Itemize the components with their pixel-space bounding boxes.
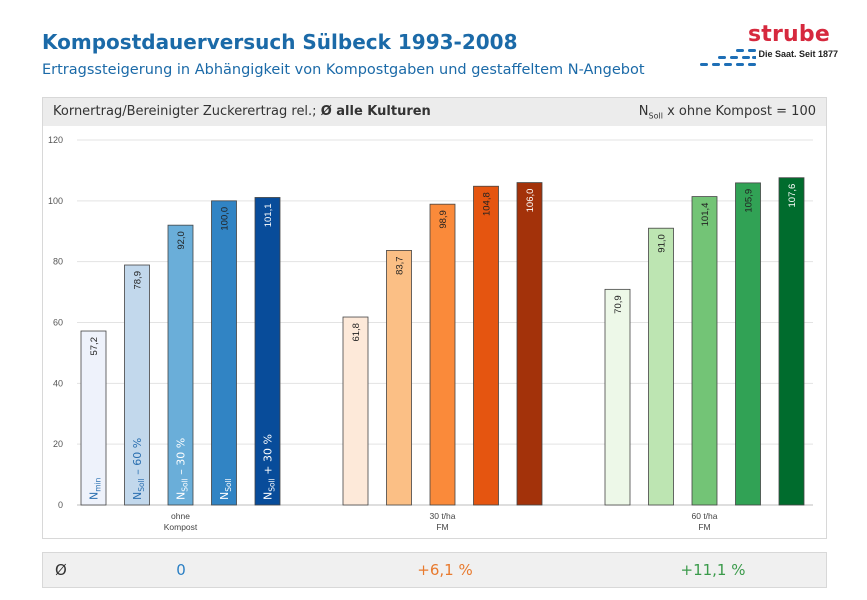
logo-dot <box>736 63 744 66</box>
n-level-main: N <box>218 492 231 500</box>
page-title: Kompostdauerversuch Sülbeck 1993-2008 <box>42 30 518 54</box>
group-label: Kompost <box>164 522 198 532</box>
bar <box>516 182 543 506</box>
chart-header: Kornertrag/Bereinigter Zuckerertrag rel.… <box>43 98 826 126</box>
bar <box>473 185 499 506</box>
y-tick-label: 100 <box>48 196 63 206</box>
logo-dot <box>700 63 708 66</box>
bar-value-label: 105,9 <box>744 189 755 213</box>
bar-value-label: 100,0 <box>220 207 231 231</box>
n-level-label: NSoll – 60 % <box>131 438 146 500</box>
bar <box>211 200 237 506</box>
bar-value-label: 104,8 <box>482 192 493 216</box>
strube-logo: strube Die Saat. Seit 1877 <box>696 22 846 72</box>
logo-dots-icon <box>700 49 756 66</box>
n-level-label: NSoll – 30 % <box>175 438 190 500</box>
n-level-sub: Soll <box>268 478 277 492</box>
n-level-rest: + 30 % <box>262 434 275 478</box>
bar-value-label: 101,1 <box>263 203 274 227</box>
page-subtitle: Ertragssteigerung in Abhängigkeit von Ko… <box>42 62 645 78</box>
bar-value-label: 57,2 <box>89 337 100 356</box>
y-tick-label: 60 <box>53 318 63 328</box>
bar <box>124 264 150 506</box>
logo-dot <box>748 49 756 52</box>
n-level-label: Nmin <box>88 477 103 500</box>
logo-dot <box>742 56 750 59</box>
summary-value-30t: +6,1 % <box>417 561 473 579</box>
bar-value-label: 83,7 <box>395 256 406 275</box>
nsoll-main: N <box>638 104 649 119</box>
bar <box>342 316 369 506</box>
group-label: FM <box>698 522 710 532</box>
bar <box>778 177 805 506</box>
y-tick-label: 40 <box>53 378 63 388</box>
n-level-sub: Soll <box>137 478 146 492</box>
bar <box>429 203 456 506</box>
logo-dot <box>730 56 738 59</box>
bar-value-label: 106,0 <box>525 189 536 213</box>
bar-value-label: 98,9 <box>438 210 449 229</box>
n-level-label: NSoll + 30 % <box>262 434 277 500</box>
bar <box>691 196 718 506</box>
bar <box>604 288 631 506</box>
bar-value-label: 61,8 <box>351 323 362 342</box>
n-level-main: N <box>131 492 144 500</box>
logo-dot <box>718 56 726 59</box>
chart-header-left: Kornertrag/Bereinigter Zuckerertrag rel.… <box>53 104 431 119</box>
bar <box>648 227 674 506</box>
y-tick-label: 120 <box>48 135 63 145</box>
n-level-rest: – 60 % <box>131 438 144 478</box>
n-level-label: NSoll <box>218 478 233 500</box>
bar-value-label: 70,9 <box>613 295 624 314</box>
bar-value-label: 101,4 <box>700 203 711 227</box>
bar <box>254 197 281 506</box>
bar <box>735 182 761 506</box>
n-level-sub: min <box>94 477 103 491</box>
y-tick-label: 80 <box>53 257 63 267</box>
chart-panel: Kornertrag/Bereinigter Zuckerertrag rel.… <box>42 97 827 539</box>
bar-value-label: 91,0 <box>657 234 668 253</box>
summary-value-ohne-kompost: 0 <box>176 561 186 579</box>
group-label: FM <box>436 522 448 532</box>
bar <box>80 330 107 506</box>
logo-dot <box>752 56 756 59</box>
n-level-main: N <box>262 492 275 500</box>
summary-value-60t: +11,1 % <box>680 561 746 579</box>
logo-tagline: Die Saat. Seit 1877 <box>758 49 838 59</box>
nsoll-rest: x ohne Kompost = 100 <box>662 104 816 119</box>
summary-average-symbol: Ø <box>55 561 67 579</box>
bar <box>167 224 194 506</box>
n-level-sub: Soll <box>224 478 233 492</box>
logo-word: strube <box>748 22 830 47</box>
bar-value-label: 92,0 <box>176 231 187 250</box>
nsoll-sub: Soll <box>648 111 663 121</box>
logo-dot <box>736 49 744 52</box>
n-level-sub: Soll <box>181 478 190 492</box>
chart-header-right: NSoll x ohne Kompost = 100 <box>639 104 816 121</box>
chart-header-prefix: Kornertrag/Bereinigter Zuckerertrag rel.… <box>53 104 321 119</box>
chart-header-bold: Ø alle Kulturen <box>320 104 431 119</box>
group-label: ohne <box>171 511 190 521</box>
y-tick-label: 0 <box>58 500 63 510</box>
bar-value-label: 107,6 <box>787 184 798 208</box>
n-level-rest: – 30 % <box>175 438 188 478</box>
group-label: 60 t/ha <box>692 511 718 521</box>
logo-dot <box>748 63 756 66</box>
group-label: 30 t/ha <box>430 511 456 521</box>
summary-row: Ø 0 +6,1 % +11,1 % <box>42 552 827 588</box>
n-level-main: N <box>88 492 101 500</box>
logo-dot <box>712 63 720 66</box>
bar <box>386 250 412 506</box>
logo-dot <box>724 63 732 66</box>
n-level-main: N <box>175 492 188 500</box>
y-tick-label: 20 <box>53 439 63 449</box>
bar-value-label: 78,9 <box>133 271 144 290</box>
